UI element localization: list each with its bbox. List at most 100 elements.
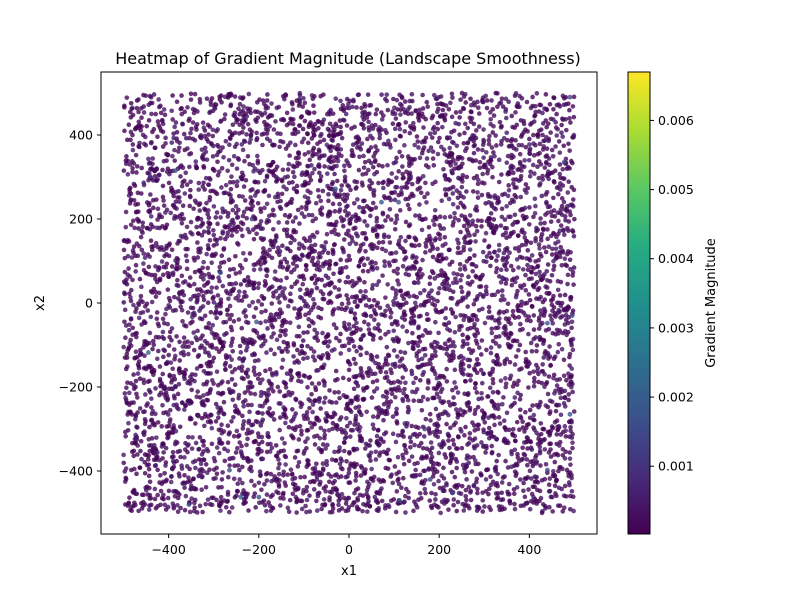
data-point [290,121,296,127]
data-point [522,429,527,434]
data-point [179,400,185,405]
data-point [283,385,289,390]
data-point [497,421,503,426]
data-point [409,91,415,97]
data-point [351,153,356,159]
data-point [233,204,239,209]
data-point [275,245,281,251]
data-point [391,302,397,307]
data-point [517,427,522,433]
data-point [510,313,516,318]
data-point [168,479,174,485]
data-point [194,510,200,515]
data-point [409,111,414,116]
data-point [235,214,241,220]
data-point [557,503,563,509]
data-point [543,92,549,97]
data-point [385,162,390,168]
data-point [186,434,191,440]
data-point [565,272,571,278]
data-point [433,406,439,412]
data-point [353,186,359,191]
data-point [550,246,555,252]
data-point [336,389,341,395]
data-point [471,136,476,141]
data-point [558,175,563,181]
data-point [400,375,406,380]
data-point [281,472,286,478]
data-point [543,249,549,255]
data-point [182,376,187,382]
data-point [538,463,543,468]
data-point [378,335,383,341]
data-point [394,335,400,341]
data-point [195,255,201,260]
data-point [493,90,499,96]
data-point [279,323,285,329]
data-point [125,172,131,177]
data-point [129,467,134,473]
data-point [512,501,517,507]
data-point [170,187,175,193]
data-point [169,326,175,331]
data-point [173,189,179,195]
data-point [336,508,342,513]
data-point [263,281,269,287]
data-point [369,395,375,400]
data-point [363,313,369,318]
data-point [291,354,296,359]
data-point [269,101,274,106]
data-point [216,450,222,456]
data-point [419,407,425,413]
data-point [346,495,352,501]
data-point [267,367,273,372]
data-point [284,246,289,251]
data-point [186,351,191,357]
data-point [402,99,408,104]
data-point [218,310,223,316]
data-point [417,213,422,218]
data-point [480,490,485,495]
data-point [134,98,140,103]
data-point [452,210,457,216]
data-point [564,377,569,383]
data-point [336,287,342,292]
data-point [225,168,230,174]
data-point [218,303,223,309]
data-point [347,434,353,439]
data-point [525,436,530,441]
data-point [434,427,440,432]
data-point [372,171,377,177]
data-point [557,228,563,234]
data-point [155,420,161,425]
data-point [134,491,140,497]
data-point [420,346,426,352]
data-point [570,229,576,234]
data-point [180,344,186,349]
data-point [203,175,209,181]
data-point [568,424,573,430]
data-point [545,227,550,232]
data-point [227,316,233,322]
data-point [549,252,555,257]
data-point [459,323,464,329]
data-point [228,196,234,202]
data-point [311,130,316,135]
data-point [131,372,136,377]
data-point [131,382,136,388]
data-point [167,373,173,379]
data-point [284,122,290,128]
data-point [397,126,403,132]
data-point [537,448,543,454]
data-point [465,341,470,347]
data-point [346,101,351,107]
data-point [324,418,329,424]
data-point [570,104,576,109]
data-point [357,204,362,210]
data-point [404,394,410,400]
data-point [315,141,320,147]
data-point [467,407,473,413]
data-point [552,168,558,173]
data-point [376,180,381,186]
data-point [330,251,336,257]
